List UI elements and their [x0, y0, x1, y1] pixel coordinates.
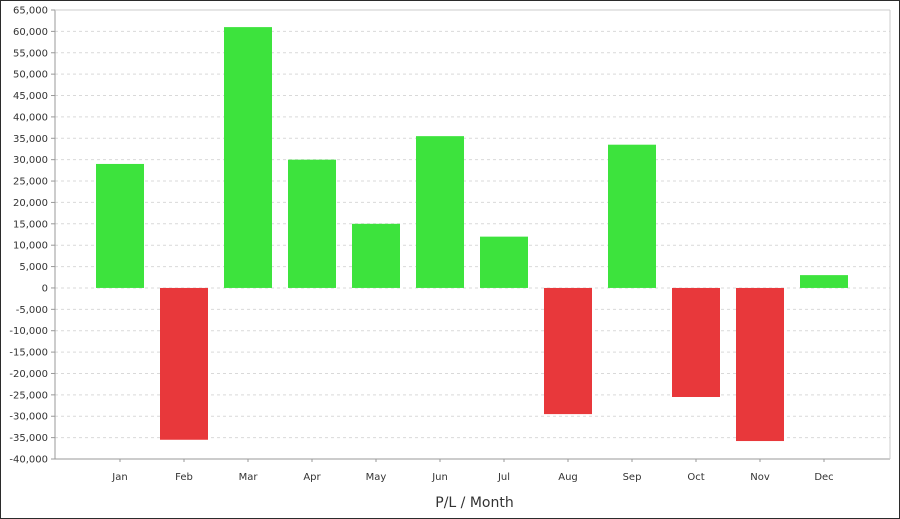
y-tick-label: -10,000: [9, 326, 48, 337]
x-tick-label-sep: Sep: [623, 472, 642, 483]
x-tick-label-nov: Nov: [750, 472, 770, 483]
x-tick-label-apr: Apr: [303, 472, 321, 483]
y-tick-label: 65,000: [13, 6, 48, 17]
bar-apr: [288, 159, 336, 288]
y-tick-label: -5,000: [16, 305, 48, 316]
x-tick-label-jun: Jun: [431, 472, 448, 483]
y-tick-label: 20,000: [13, 198, 48, 209]
y-tick-label: 25,000: [13, 177, 48, 188]
y-tick-label: -30,000: [9, 412, 48, 423]
bar-sep: [608, 144, 656, 288]
axes: [54, 9, 891, 460]
y-tick-label: 10,000: [13, 241, 48, 252]
y-tick-label: 55,000: [13, 48, 48, 59]
bar-dec: [800, 275, 848, 288]
bar-nov: [736, 287, 784, 442]
bar-jul: [480, 236, 528, 288]
y-tick-label: 0: [42, 283, 48, 294]
y-tick-label: 30,000: [13, 155, 48, 166]
y-tick-label: -40,000: [9, 455, 48, 466]
y-tick-label: -35,000: [9, 433, 48, 444]
bar-feb: [160, 287, 208, 440]
x-axis-title: P/L / Month: [435, 495, 513, 511]
x-tick-label-jan: Jan: [111, 472, 127, 483]
x-tick-label-aug: Aug: [558, 472, 578, 483]
y-tick-label: -20,000: [9, 369, 48, 380]
x-axis-ticks: Jan Feb Mar Apr May Jun Jul Aug Sep Oct Nov Dec: [111, 459, 834, 483]
y-tick-label: 35,000: [13, 134, 48, 145]
y-tick-label: -25,000: [9, 390, 48, 401]
x-tick-label-mar: Mar: [239, 472, 259, 483]
y-tick-label: -15,000: [9, 348, 48, 359]
bar-mar: [224, 27, 272, 288]
y-tick-label: 40,000: [13, 112, 48, 123]
y-tick-label: 50,000: [13, 70, 48, 81]
y-tick-label: 5,000: [19, 262, 48, 273]
x-tick-label-jul: Jul: [497, 472, 510, 483]
y-tick-label: 60,000: [13, 27, 48, 38]
y-axis-ticks: -40,000 -35,000 -30,000 -25,000 -20,000 -15,0…: [9, 6, 55, 466]
x-tick-label-oct: Oct: [687, 472, 704, 483]
bar-oct: [672, 287, 720, 397]
bar-may: [352, 223, 400, 288]
bar-aug: [544, 287, 592, 415]
bar-jan: [96, 163, 144, 288]
y-tick-label: 45,000: [13, 91, 48, 102]
x-tick-label-dec: Dec: [814, 472, 833, 483]
y-tick-label: 15,000: [13, 219, 48, 230]
bars: [96, 27, 848, 442]
x-tick-label-may: May: [366, 472, 387, 483]
x-tick-label-feb: Feb: [175, 472, 193, 483]
bar-jun: [416, 136, 464, 288]
